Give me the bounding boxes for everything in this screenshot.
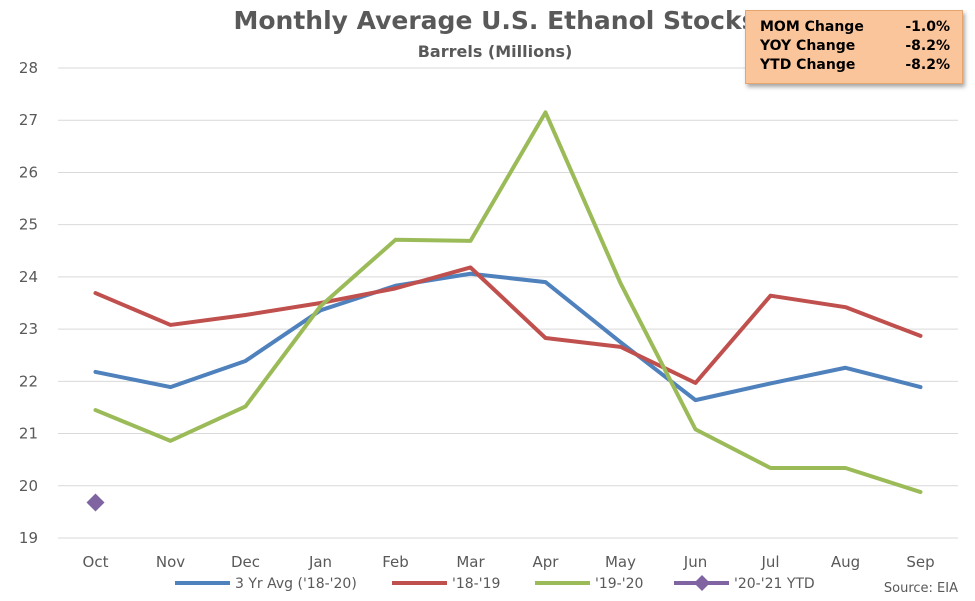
stat-row-ytd: YTD Change -8.2% <box>760 56 950 75</box>
x-tick-label: Jul <box>760 553 779 571</box>
y-tick-label: 21 <box>19 425 38 443</box>
y-tick-label: 28 <box>19 59 38 77</box>
legend-label: '19-'20 <box>595 576 643 592</box>
legend-diamond-marker <box>694 575 710 591</box>
x-tick-label: Dec <box>231 553 260 571</box>
legend-label: 3 Yr Avg ('18-'20) <box>235 576 357 592</box>
y-tick-label: 20 <box>19 477 38 495</box>
x-tick-label: Apr <box>533 553 560 571</box>
stat-value: -8.2% <box>905 57 950 73</box>
x-tick-label: Mar <box>456 553 485 571</box>
stat-row-yoy: YOY Change -8.2% <box>760 37 950 56</box>
x-axis-tick-labels: Oct Nov Dec Jan Feb Mar Apr May Jun Jul Aug Sep <box>83 553 935 571</box>
y-tick-label: 24 <box>19 268 38 286</box>
y-tick-label: 27 <box>19 111 38 129</box>
stat-value: -8.2% <box>905 38 950 54</box>
series-2-line <box>93 110 923 495</box>
x-tick-label: Nov <box>156 553 185 571</box>
y-tick-label: 19 <box>19 529 38 547</box>
x-tick-label: Aug <box>831 553 860 571</box>
chart-title: Monthly Average U.S. Ethanol Stocks <box>233 6 757 35</box>
x-tick-label: Jun <box>683 553 707 571</box>
series-0-line <box>93 271 923 403</box>
x-tick-label: Feb <box>382 553 409 571</box>
stat-label: YTD Change <box>760 57 856 73</box>
stats-box: MOM Change -1.0% YOY Change -8.2% YTD Ch… <box>745 10 963 84</box>
legend-label: '18-'19 <box>452 576 500 592</box>
stat-row-mom: MOM Change -1.0% <box>760 18 950 37</box>
series-lines <box>86 110 923 512</box>
y-axis-tick-labels: 19 20 21 22 23 24 25 26 27 28 <box>19 59 38 547</box>
series-1-line <box>93 265 923 385</box>
stat-label: MOM Change <box>760 19 864 35</box>
legend: 3 Yr Avg ('18-'20) '18-'19 '19-'20 '20-'21 … <box>175 575 815 592</box>
x-tick-label: May <box>605 553 636 571</box>
x-tick-label: Jan <box>308 553 332 571</box>
y-tick-label: 23 <box>19 320 38 338</box>
y-tick-label: 22 <box>19 372 38 390</box>
source-label: Source: EIA <box>884 581 958 596</box>
legend-label: '20-'21 YTD <box>734 576 815 592</box>
chart-subtitle: Barrels (Millions) <box>417 42 573 61</box>
x-tick-label: Oct <box>83 553 109 571</box>
stat-label: YOY Change <box>760 38 856 54</box>
y-tick-label: 26 <box>19 163 38 181</box>
series-3-point <box>86 493 105 512</box>
x-tick-label: Sep <box>906 553 934 571</box>
y-tick-label: 25 <box>19 216 38 234</box>
stat-value: -1.0% <box>905 19 950 35</box>
